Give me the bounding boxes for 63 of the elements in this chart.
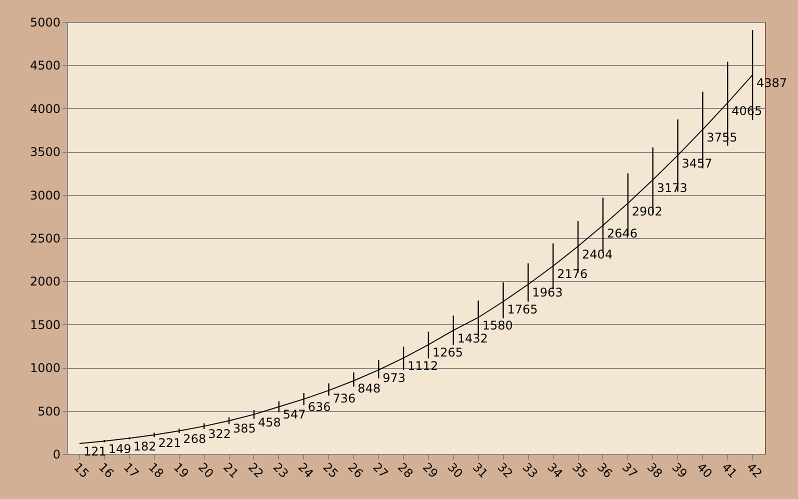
y-tick-label: 4500 xyxy=(30,58,60,73)
y-tick-label: 500 xyxy=(38,404,60,418)
data-label: 1963 xyxy=(532,285,563,300)
x-tick-label: 15 xyxy=(70,460,92,481)
x-tick-label: 26 xyxy=(345,460,366,481)
x-tick-label: 29 xyxy=(420,460,441,481)
x-tick-label: 37 xyxy=(619,460,640,481)
data-label: 636 xyxy=(308,400,331,414)
data-label: 1265 xyxy=(432,346,464,360)
x-tick-label: 30 xyxy=(444,460,466,481)
x-tick-label: 39 xyxy=(669,460,690,481)
x-tick-label: 36 xyxy=(594,460,616,481)
data-label: 1112 xyxy=(408,358,438,373)
data-label: 547 xyxy=(282,408,306,422)
x-tick-label: 40 xyxy=(694,460,715,481)
data-label: 322 xyxy=(208,427,232,442)
x-tick-label: 38 xyxy=(644,460,666,481)
data-label: 848 xyxy=(358,382,381,396)
data-label: 182 xyxy=(133,439,156,454)
y-tick-label: 1000 xyxy=(30,361,60,376)
data-label: 2176 xyxy=(557,266,588,281)
data-label: 1580 xyxy=(482,318,513,332)
y-tick-label: 3500 xyxy=(30,145,60,160)
data-label: 1765 xyxy=(507,302,538,317)
x-tick-label: 25 xyxy=(320,460,341,481)
data-label: 973 xyxy=(382,370,406,385)
x-tick-label: 22 xyxy=(245,460,266,481)
y-tick-label: 1500 xyxy=(30,318,60,332)
data-label: 4387 xyxy=(756,76,788,90)
data-label: 121 xyxy=(83,444,106,459)
data-label: 1432 xyxy=(457,331,488,346)
x-tick-label: 34 xyxy=(544,460,566,481)
data-label: 268 xyxy=(183,432,206,446)
y-tick-label: 5000 xyxy=(30,16,60,30)
x-tick-label: 20 xyxy=(196,460,216,481)
x-tick-label: 18 xyxy=(146,460,166,481)
data-label: 221 xyxy=(158,436,182,450)
x-tick-label: 42 xyxy=(744,460,765,481)
y-tick-label: 4000 xyxy=(30,102,60,116)
x-tick-label: 19 xyxy=(170,460,192,481)
x-tick-label: 21 xyxy=(220,460,242,481)
x-tick-label: 32 xyxy=(494,460,516,481)
x-tick-label: 31 xyxy=(470,460,491,481)
data-label: 736 xyxy=(332,391,356,406)
x-tick-label: 16 xyxy=(96,460,117,481)
data-label: 2646 xyxy=(606,226,638,240)
y-tick-label: 3000 xyxy=(30,188,60,202)
y-tick-label: 0 xyxy=(52,448,60,462)
y-tick-label: 2000 xyxy=(30,274,60,289)
x-tick-label: 28 xyxy=(395,460,416,481)
data-label: 458 xyxy=(258,415,281,430)
x-tick-label: 17 xyxy=(120,460,142,481)
x-tick-label: 24 xyxy=(295,460,316,481)
data-label: 2902 xyxy=(632,204,662,218)
x-tick-label: 23 xyxy=(270,460,292,481)
y-tick-label: 2500 xyxy=(30,232,60,246)
data-label: 385 xyxy=(233,422,256,436)
x-tick-label: 33 xyxy=(520,460,540,481)
x-tick-label: 41 xyxy=(719,460,740,481)
x-tick-label: 35 xyxy=(570,460,590,481)
data-label: 149 xyxy=(108,442,132,456)
x-tick-label: 27 xyxy=(370,460,391,481)
data-label: 2404 xyxy=(582,247,613,262)
